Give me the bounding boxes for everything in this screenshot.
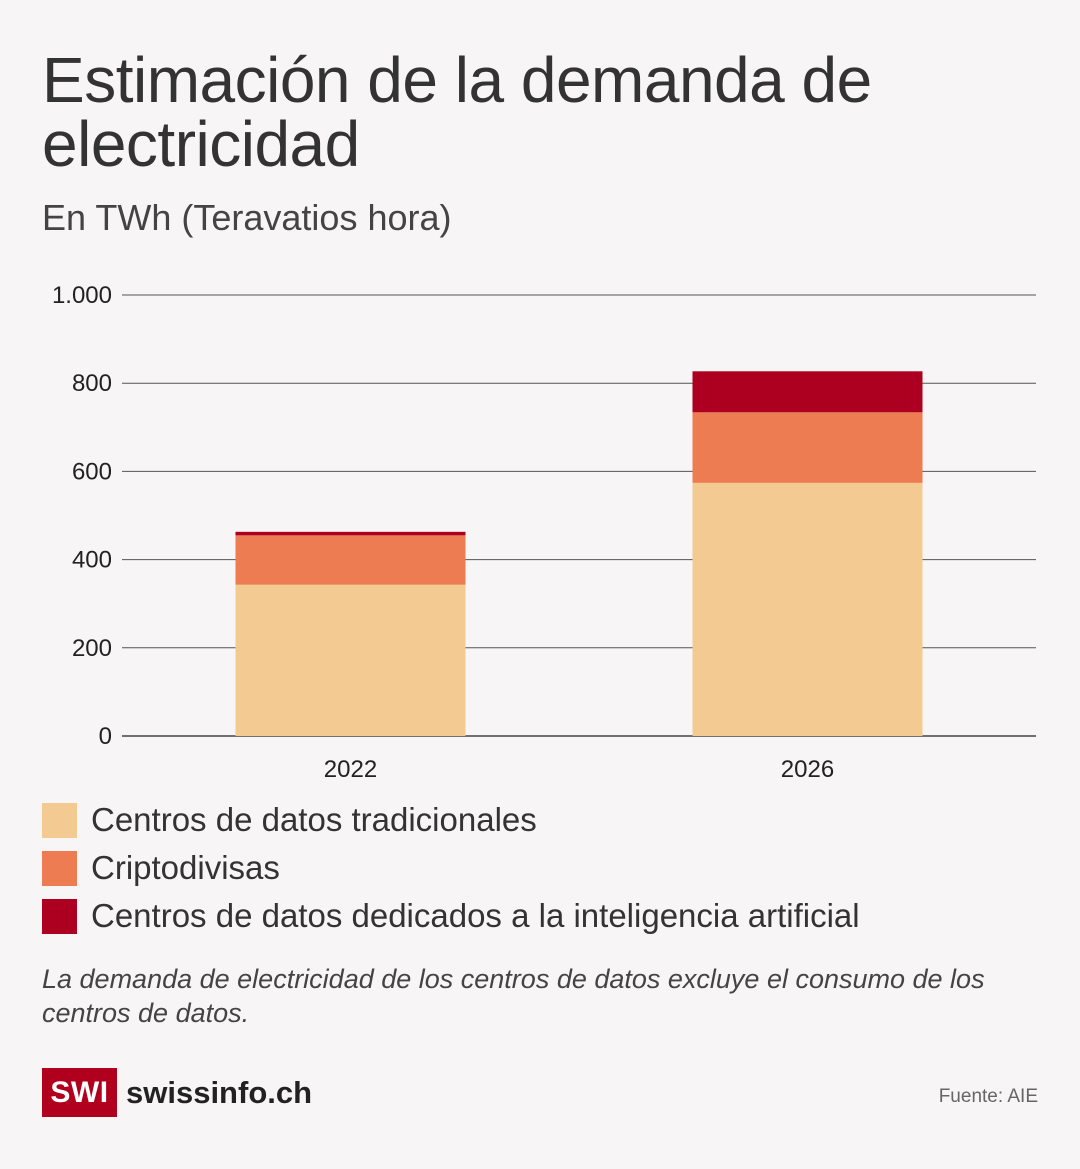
y-tick-label-0: 0 bbox=[99, 723, 112, 750]
legend-swatch-crypto bbox=[42, 850, 77, 886]
bar-2026-crypto bbox=[692, 412, 923, 483]
y-tick-label-1000: 1.000 bbox=[52, 282, 112, 309]
legend-item-traditional: Centros de datos tradicionales bbox=[42, 796, 860, 844]
legend-label-crypto: Criptodivisas bbox=[91, 849, 280, 886]
chart-title: Estimación de la demanda de electricidad bbox=[42, 44, 872, 180]
swissinfo-logo-text: swissinfo.ch bbox=[126, 1074, 313, 1110]
legend: Centros de datos tradicionales Criptodiv… bbox=[42, 796, 860, 940]
bar-2026-traditional bbox=[692, 482, 923, 736]
bar-2022-ai bbox=[235, 531, 466, 536]
x-tick-label-2022: 2022 bbox=[324, 756, 377, 783]
bar-2022-traditional bbox=[235, 584, 466, 736]
legend-label-ai: Centros de datos dedicados a la intelige… bbox=[91, 897, 860, 934]
bar-2022-crypto bbox=[235, 535, 466, 585]
y-tick-label-200: 200 bbox=[72, 635, 112, 662]
y-tick-label-600: 600 bbox=[72, 458, 112, 485]
legend-item-crypto: Criptodivisas bbox=[42, 844, 860, 892]
y-tick-label-400: 400 bbox=[72, 547, 112, 574]
stacked-bar-chart: 0 200 400 600 800 1.000 2022 2026 bbox=[52, 282, 1036, 783]
bar-2026-ai bbox=[692, 371, 923, 413]
swi-logo-mark: SWI bbox=[42, 1068, 117, 1117]
x-tick-label-2026: 2026 bbox=[781, 756, 834, 783]
legend-swatch-traditional bbox=[42, 802, 77, 838]
legend-item-ai: Centros de datos dedicados a la intelige… bbox=[42, 892, 860, 940]
legend-swatch-ai bbox=[42, 898, 77, 934]
legend-label-traditional: Centros de datos tradicionales bbox=[91, 801, 537, 838]
swissinfo-logo[interactable]: SWI swissinfo.ch bbox=[42, 1068, 312, 1117]
source-credit: Fuente: AIE bbox=[938, 1086, 1038, 1107]
y-tick-label-800: 800 bbox=[72, 370, 112, 397]
chart-note: La demanda de electricidad de los centro… bbox=[42, 964, 985, 1028]
chart-subtitle: En TWh (Teravatios hora) bbox=[42, 197, 452, 238]
